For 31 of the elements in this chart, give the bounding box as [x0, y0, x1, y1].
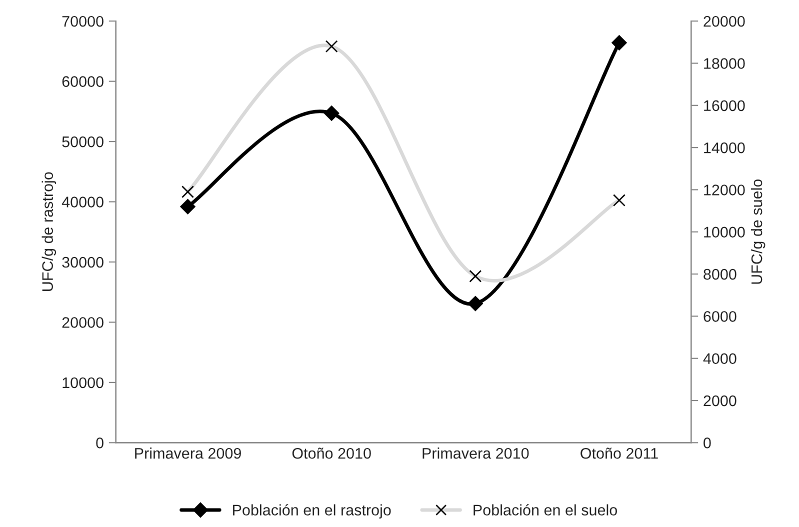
y2-tick-label: 20000 — [704, 16, 745, 27]
y2-tick-label: 18000 — [704, 58, 745, 69]
y-tick-label: 20000 — [62, 317, 104, 328]
y2-tick-label: 2000 — [704, 395, 736, 406]
x-tick-label: Primavera 2009 — [135, 448, 241, 459]
y-tick-label: 70000 — [62, 16, 104, 27]
point — [180, 199, 196, 214]
point — [324, 106, 340, 121]
y2-tick-label: 10000 — [704, 226, 745, 238]
legend-label: Población en el rastrojo — [233, 504, 391, 519]
y-tick-label: 40000 — [62, 196, 104, 208]
y-tick-label: 60000 — [62, 76, 104, 87]
y-tick-label: 0 — [96, 438, 104, 448]
x-tick-label: Otoño 2011 — [580, 448, 658, 459]
y2-tick-label: 6000 — [704, 311, 736, 322]
y-axis-title: UFC/g de rastrojo — [42, 172, 56, 291]
y2-tick-label: 4000 — [703, 353, 736, 364]
x-tick-label: Primavera 2010 — [422, 448, 529, 459]
y-tick-label: 10000 — [62, 377, 104, 388]
y2-tick-label: 8000 — [704, 268, 736, 280]
point — [612, 35, 627, 50]
y2-axis-title: UFC/g de suelo — [750, 179, 766, 284]
y2-tick-label: 14000 — [704, 142, 745, 154]
y2-tick-label: 0 — [704, 438, 711, 448]
y-tick-label: 30000 — [62, 256, 104, 268]
legend-label: Población en el suelo — [474, 504, 618, 516]
x-tick-label: Otoño 2010 — [292, 448, 371, 459]
y2-tick-label: 16000 — [704, 100, 745, 112]
y2-tick-label: 12000 — [704, 184, 745, 196]
point — [468, 296, 483, 312]
y-tick-label: 50000 — [62, 136, 104, 148]
